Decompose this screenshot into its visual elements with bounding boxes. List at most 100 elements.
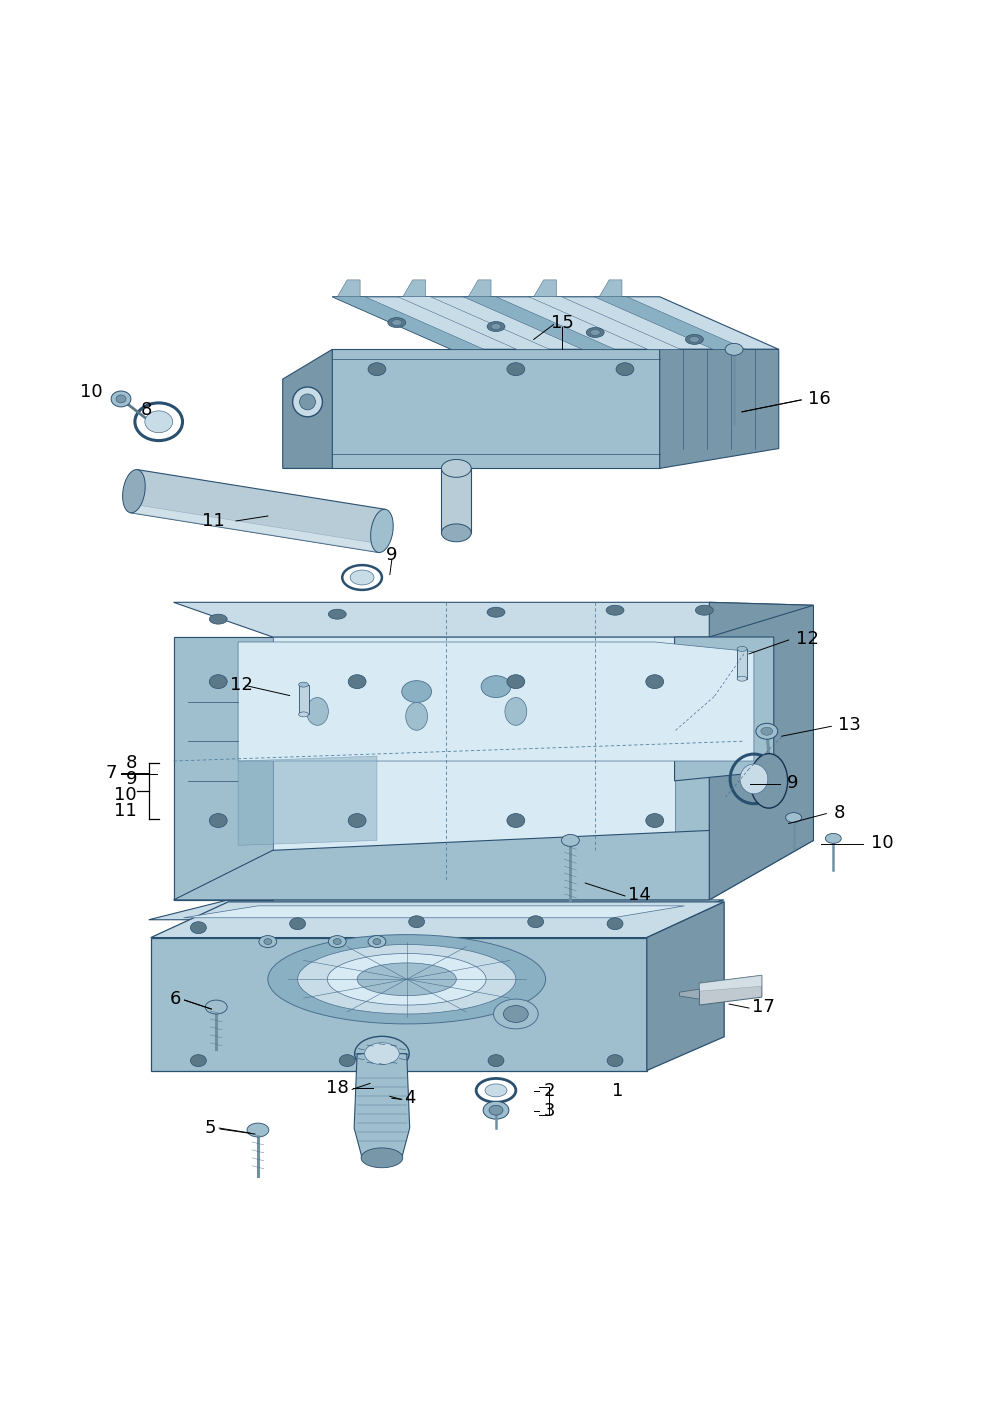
- Ellipse shape: [307, 697, 328, 725]
- Ellipse shape: [491, 324, 501, 330]
- Text: 9: 9: [787, 774, 799, 791]
- Text: 5: 5: [204, 1120, 216, 1136]
- Ellipse shape: [348, 675, 366, 689]
- Ellipse shape: [441, 459, 471, 477]
- Text: 16: 16: [808, 390, 831, 408]
- Ellipse shape: [298, 944, 516, 1014]
- Polygon shape: [534, 281, 557, 297]
- Ellipse shape: [293, 387, 322, 417]
- Ellipse shape: [368, 363, 386, 376]
- Polygon shape: [131, 470, 385, 553]
- Text: 7: 7: [105, 763, 117, 781]
- Ellipse shape: [505, 697, 527, 725]
- Polygon shape: [332, 297, 779, 349]
- Text: 1: 1: [612, 1082, 623, 1100]
- Ellipse shape: [737, 647, 747, 651]
- Text: 9: 9: [125, 770, 137, 788]
- Ellipse shape: [209, 615, 227, 624]
- Text: 12: 12: [230, 676, 253, 693]
- Ellipse shape: [616, 363, 634, 376]
- Polygon shape: [174, 637, 709, 899]
- Ellipse shape: [350, 570, 374, 585]
- Polygon shape: [709, 605, 813, 899]
- Polygon shape: [699, 975, 762, 991]
- Ellipse shape: [825, 833, 841, 843]
- Ellipse shape: [328, 609, 346, 619]
- Ellipse shape: [487, 607, 505, 617]
- Polygon shape: [174, 637, 273, 899]
- Ellipse shape: [646, 814, 664, 828]
- Ellipse shape: [409, 916, 425, 927]
- Ellipse shape: [111, 391, 131, 407]
- Polygon shape: [403, 281, 426, 297]
- Text: 3: 3: [544, 1103, 556, 1120]
- Ellipse shape: [740, 765, 768, 794]
- Polygon shape: [468, 281, 491, 297]
- Polygon shape: [273, 637, 675, 850]
- Ellipse shape: [607, 1055, 623, 1066]
- Ellipse shape: [333, 939, 341, 944]
- Polygon shape: [709, 602, 813, 899]
- Polygon shape: [151, 902, 724, 937]
- Ellipse shape: [357, 962, 456, 996]
- Polygon shape: [675, 637, 774, 781]
- Polygon shape: [660, 349, 779, 469]
- Ellipse shape: [685, 334, 703, 344]
- Polygon shape: [463, 297, 615, 349]
- Text: 18: 18: [326, 1079, 349, 1097]
- Ellipse shape: [361, 1148, 403, 1167]
- Ellipse shape: [507, 814, 525, 828]
- Ellipse shape: [590, 330, 600, 335]
- Polygon shape: [680, 989, 699, 999]
- Ellipse shape: [606, 605, 624, 615]
- Ellipse shape: [481, 676, 511, 697]
- Text: 10: 10: [114, 786, 137, 804]
- Ellipse shape: [507, 363, 525, 376]
- Polygon shape: [354, 1054, 410, 1157]
- Ellipse shape: [750, 753, 788, 808]
- Ellipse shape: [392, 320, 402, 325]
- Polygon shape: [174, 602, 813, 637]
- Ellipse shape: [299, 711, 309, 717]
- Ellipse shape: [689, 337, 699, 342]
- Ellipse shape: [761, 727, 773, 735]
- Polygon shape: [337, 281, 360, 297]
- Ellipse shape: [209, 675, 227, 689]
- Polygon shape: [283, 349, 660, 469]
- Polygon shape: [332, 297, 484, 349]
- Ellipse shape: [190, 1055, 206, 1066]
- Text: 10: 10: [80, 383, 102, 401]
- Ellipse shape: [406, 703, 428, 731]
- Ellipse shape: [123, 470, 145, 513]
- Ellipse shape: [586, 327, 604, 338]
- Ellipse shape: [264, 939, 272, 944]
- Text: 8: 8: [833, 804, 844, 822]
- Polygon shape: [441, 469, 471, 533]
- Ellipse shape: [371, 509, 393, 553]
- Ellipse shape: [368, 936, 386, 947]
- Text: 13: 13: [838, 717, 861, 734]
- Ellipse shape: [388, 317, 406, 327]
- Text: 10: 10: [871, 835, 894, 853]
- Ellipse shape: [737, 676, 747, 682]
- Ellipse shape: [116, 396, 126, 403]
- Polygon shape: [131, 504, 380, 553]
- Ellipse shape: [328, 936, 346, 947]
- Ellipse shape: [300, 394, 315, 410]
- Polygon shape: [699, 975, 762, 1005]
- Ellipse shape: [365, 1042, 399, 1065]
- Ellipse shape: [561, 835, 579, 846]
- Text: 11: 11: [202, 512, 224, 530]
- Ellipse shape: [441, 523, 471, 542]
- Polygon shape: [647, 902, 724, 1070]
- Ellipse shape: [725, 344, 743, 355]
- Polygon shape: [149, 899, 724, 920]
- Polygon shape: [529, 297, 681, 349]
- Polygon shape: [174, 831, 709, 899]
- Polygon shape: [151, 937, 647, 1070]
- Ellipse shape: [494, 999, 539, 1028]
- Ellipse shape: [504, 1006, 528, 1023]
- Polygon shape: [594, 297, 746, 349]
- Ellipse shape: [327, 954, 486, 1005]
- Ellipse shape: [247, 1122, 269, 1136]
